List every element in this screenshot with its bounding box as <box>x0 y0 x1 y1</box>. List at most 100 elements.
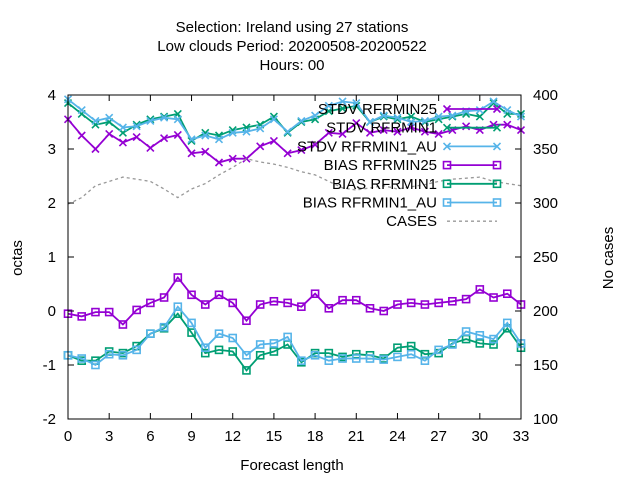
y-axis-label: octas <box>9 240 26 276</box>
data-point <box>393 127 402 136</box>
data-point <box>365 354 375 363</box>
data-point <box>214 135 224 144</box>
data-point <box>475 339 485 348</box>
data-point <box>502 318 512 328</box>
data-point <box>118 138 127 147</box>
x-tick-label: 0 <box>64 428 72 445</box>
data-point <box>242 316 251 326</box>
x-tick-label: 24 <box>389 428 406 445</box>
data-point <box>338 354 347 363</box>
data-point <box>503 120 512 129</box>
legend-entry: STDV RFRMIN1 <box>326 120 502 137</box>
data-point <box>269 115 278 124</box>
legend-swatch-marker <box>492 142 502 151</box>
data-point <box>406 298 416 308</box>
y2-tick-label: 400 <box>533 87 558 104</box>
data-point <box>393 300 402 309</box>
data-point <box>160 134 169 143</box>
data-point <box>105 113 114 122</box>
legend-entry: STDV RFRMIN25 <box>318 101 502 118</box>
data-point <box>132 122 141 131</box>
data-point <box>256 124 265 133</box>
data-point <box>489 97 498 106</box>
data-point <box>214 290 224 300</box>
legend-swatch-marker <box>442 198 452 207</box>
chart-title: Selection: Ireland using 27 stations Low… <box>157 19 426 74</box>
data-point <box>489 334 498 344</box>
data-point <box>214 329 224 338</box>
data-point <box>475 330 485 340</box>
legend-label: BIAS RFRMIN1 <box>332 176 437 193</box>
data-point <box>200 343 210 353</box>
data-point <box>324 101 333 110</box>
data-point <box>269 347 279 356</box>
series-line <box>67 312 522 372</box>
data-point <box>200 348 210 358</box>
y2-tick-label: 100 <box>533 411 558 428</box>
x-tick-label: 18 <box>307 428 324 445</box>
data-point <box>228 347 238 356</box>
data-point <box>118 123 127 132</box>
data-point <box>255 340 265 349</box>
data-point <box>407 117 416 127</box>
series-bias-rfrmin25 <box>63 273 526 329</box>
x-tick-label: 9 <box>187 428 195 445</box>
data-point <box>200 300 210 309</box>
y-tick-label: 3 <box>48 141 56 158</box>
series-stdv-rfrmin1-au <box>63 95 526 144</box>
data-point <box>187 318 196 328</box>
data-point <box>297 356 306 365</box>
plot-frame <box>67 94 522 420</box>
y2-axis-label: No cases <box>600 227 617 290</box>
legend-entry: CASES <box>386 213 497 230</box>
data-point <box>311 111 320 120</box>
data-point <box>352 99 361 108</box>
y2-tick-label: 250 <box>533 249 558 266</box>
data-point <box>434 345 443 355</box>
legend-swatch-marker <box>492 123 502 132</box>
data-point <box>351 295 361 305</box>
data-point <box>104 307 114 317</box>
data-point <box>475 285 485 294</box>
data-point <box>338 129 347 138</box>
data-point <box>173 273 183 282</box>
data-point <box>77 312 87 321</box>
data-point <box>338 295 347 305</box>
data-point <box>297 146 306 155</box>
data-point <box>365 303 375 313</box>
data-point <box>283 298 292 308</box>
legend-label: STDV RFRMIN25 <box>318 101 437 118</box>
data-point <box>283 149 292 158</box>
data-point <box>132 345 141 355</box>
legend-swatch-marker <box>442 142 452 151</box>
legend-label: BIAS RFRMIN25 <box>324 157 437 174</box>
data-point <box>420 127 429 136</box>
data-point <box>255 300 265 309</box>
legend-swatch-marker <box>442 160 452 170</box>
data-point <box>283 127 292 136</box>
x-tick-label: 6 <box>146 428 154 445</box>
data-point <box>338 104 347 113</box>
y-tick-label: 4 <box>48 87 56 104</box>
data-point <box>352 119 361 128</box>
y-tick-label: 1 <box>48 249 56 266</box>
data-point <box>351 354 361 363</box>
data-point <box>187 149 196 158</box>
data-point <box>187 290 196 300</box>
data-point <box>269 112 278 121</box>
title-line-2: Low clouds Period: 20200508-20200522 <box>157 38 426 55</box>
legend-entry: STDV RFRMIN1_AU <box>297 138 502 155</box>
data-point <box>324 303 334 313</box>
data-point <box>448 340 457 349</box>
legend-entry: BIAS RFRMIN1 <box>332 176 502 193</box>
data-point <box>379 355 389 364</box>
data-point <box>228 298 238 308</box>
data-point <box>434 129 443 138</box>
data-point <box>475 112 484 121</box>
legend-swatch-marker <box>492 198 502 207</box>
legend-label: STDV RFRMIN1 <box>326 120 437 137</box>
legend-label: STDV RFRMIN1_AU <box>297 138 437 155</box>
y2-tick-label: 200 <box>533 303 558 320</box>
